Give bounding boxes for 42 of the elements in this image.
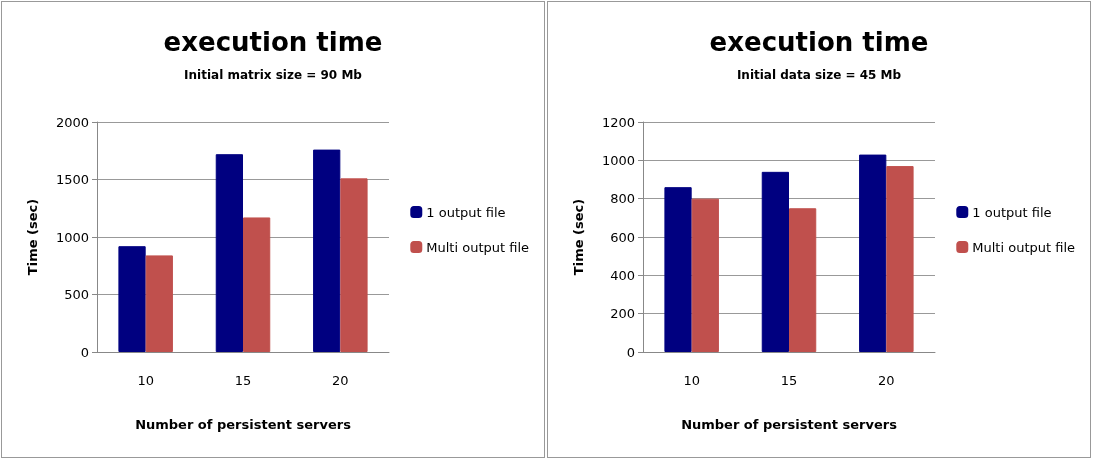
bar xyxy=(118,246,146,352)
x-axis-title: Number of persistent servers xyxy=(681,417,898,432)
y-tick-label: 1000 xyxy=(55,229,89,245)
x-tick-label: 15 xyxy=(234,373,252,388)
legend-label: Multi output file xyxy=(972,239,1075,255)
x-tick-label: 20 xyxy=(878,373,895,388)
bar xyxy=(340,178,368,352)
bar xyxy=(691,198,719,352)
bar xyxy=(215,154,243,352)
y-tick-label: 600 xyxy=(610,229,635,245)
bar xyxy=(859,154,887,352)
y-axis-title: Time (sec) xyxy=(25,198,40,276)
bar xyxy=(664,187,692,352)
legend-label: Multi output file xyxy=(426,239,529,255)
chart-title: execution time xyxy=(709,27,929,57)
bar xyxy=(145,255,173,352)
y-tick-label: 500 xyxy=(64,287,89,302)
y-tick-label: 0 xyxy=(80,344,89,360)
y-tick-label: 2000 xyxy=(55,114,89,130)
chart-subtitle: Initial matrix size = 90 Mb xyxy=(184,68,363,82)
x-tick-label: 10 xyxy=(683,373,700,388)
y-tick-label: 1500 xyxy=(55,172,89,187)
chart-subtitle: Initial data size = 45 Mb xyxy=(736,68,902,82)
y-tick-label: 800 xyxy=(610,191,635,207)
bar xyxy=(886,166,914,352)
chart-title: execution time xyxy=(163,27,383,57)
bar xyxy=(313,149,341,352)
legend-label: 1 output file xyxy=(972,204,1052,220)
y-tick-label: 0 xyxy=(626,344,635,360)
x-tick-label: 20 xyxy=(332,373,349,388)
x-axis-title: Number of persistent servers xyxy=(135,417,352,432)
y-tick-label: 1000 xyxy=(601,152,635,168)
legend-label: 1 output file xyxy=(426,204,506,220)
bar xyxy=(243,217,271,352)
bar xyxy=(789,208,817,352)
x-tick-label: 15 xyxy=(780,373,798,388)
bar xyxy=(761,171,789,352)
y-tick-label: 200 xyxy=(610,306,635,322)
y-axis-title: Time (sec) xyxy=(571,198,586,276)
y-tick-label: 400 xyxy=(610,267,635,283)
x-tick-label: 10 xyxy=(137,373,154,388)
y-tick-label: 1200 xyxy=(601,114,635,130)
